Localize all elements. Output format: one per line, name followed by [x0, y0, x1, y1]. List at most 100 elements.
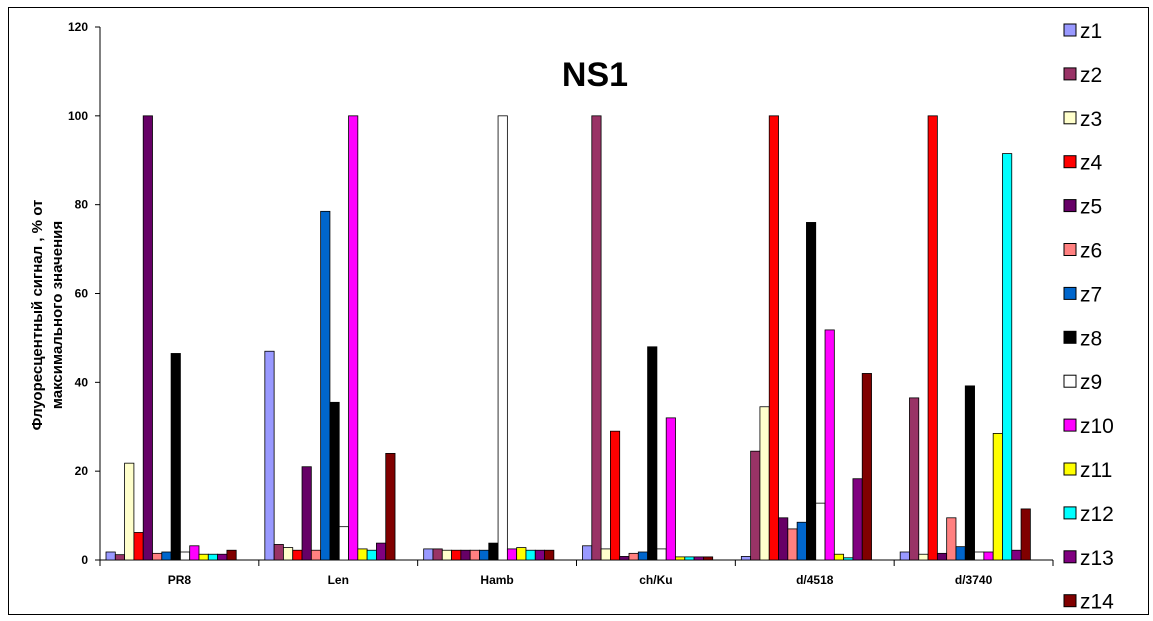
legend-swatch-z4 — [1063, 155, 1077, 169]
x-tick-label: ch/Ku — [639, 573, 672, 587]
x-tick-label: Len — [328, 573, 349, 587]
bar-z8-ch/Ku — [647, 346, 658, 561]
bar-z5-d/3740 — [936, 552, 948, 561]
bar-z3-d/4518 — [759, 406, 770, 561]
legend-swatch-z6 — [1063, 243, 1077, 256]
chart-title: NS1 — [562, 56, 628, 94]
legend-item-z5: z5 — [1063, 196, 1102, 219]
bar-z8-d/3740 — [964, 385, 975, 561]
bar-z12-PR8 — [207, 553, 219, 561]
legend-item-z14: z14 — [1063, 591, 1114, 614]
bar-z4-Hamb — [451, 549, 462, 561]
legend-swatch-z5 — [1063, 199, 1077, 213]
bar-z14-Hamb — [544, 549, 555, 561]
bar-z8-PR8 — [170, 353, 181, 561]
legend-swatch-z8 — [1063, 330, 1077, 344]
y-axis-label-line-2: максимального значения — [49, 221, 66, 409]
y-tick-label: 0 — [81, 553, 88, 567]
legend-item-z7: z7 — [1063, 283, 1102, 306]
bar-z1-d/4518 — [740, 556, 752, 561]
bar-z12-ch/Ku — [684, 556, 695, 561]
bar-z6-ch/Ku — [628, 552, 639, 561]
legend-swatch-z1 — [1063, 23, 1077, 37]
bar-z4-d/4518 — [768, 115, 779, 561]
legend-label-z4: z4 — [1080, 152, 1103, 175]
legend-swatch-z13 — [1063, 550, 1077, 564]
legend-item-z13: z13 — [1063, 547, 1114, 570]
bar-z13-Len — [376, 542, 387, 561]
bar-z11-Hamb — [516, 547, 527, 561]
legend-swatch-z7 — [1063, 286, 1077, 300]
legend-swatch-z10 — [1063, 418, 1077, 432]
bar-z2-Len — [273, 544, 284, 561]
bar-z10-d/3740 — [983, 551, 994, 561]
x-tick-label: PR8 — [168, 573, 192, 587]
bar-z3-d/3740 — [918, 553, 929, 561]
bar-z13-d/3740 — [1011, 549, 1022, 561]
legend-label-z6: z6 — [1080, 240, 1102, 263]
bar-z8-Len — [329, 401, 340, 561]
x-tick-label: Hamb — [480, 573, 513, 587]
legend-label-z9: z9 — [1080, 371, 1102, 394]
bar-z3-ch/Ku — [600, 548, 611, 561]
legend-label-z8: z8 — [1080, 327, 1102, 350]
legend-label-z13: z13 — [1080, 547, 1114, 570]
bar-z6-d/3740 — [946, 517, 957, 561]
legend-label-z5: z5 — [1080, 196, 1102, 219]
bar-z14-d/4518 — [861, 373, 872, 561]
bar-z2-d/4518 — [750, 450, 761, 561]
bar-z5-ch/Ku — [619, 556, 630, 561]
bar-z3-PR8 — [124, 462, 135, 561]
bar-z1-Hamb — [423, 548, 434, 561]
bar-z6-d/4518 — [787, 528, 798, 561]
legend-label-z1: z1 — [1080, 20, 1102, 43]
bar-z13-Hamb — [534, 549, 545, 561]
bar-z11-d/4518 — [833, 553, 845, 561]
bar-z7-Len — [320, 210, 331, 561]
legend-label-z11: z11 — [1080, 459, 1112, 482]
x-tick-label: d/4518 — [796, 573, 834, 587]
y-tick-label: 80 — [75, 198, 89, 212]
bar-z9-d/3740 — [974, 551, 985, 561]
bar-z4-PR8 — [133, 532, 144, 561]
bar-z1-ch/Ku — [582, 545, 593, 561]
bar-z12-d/4518 — [843, 557, 854, 561]
bar-z14-Len — [385, 452, 396, 561]
bar-z5-PR8 — [142, 115, 153, 561]
bar-z14-ch/Ku — [703, 556, 714, 561]
bar-z1-PR8 — [105, 551, 116, 561]
legend-item-z1: z1 — [1063, 20, 1102, 43]
bar-z2-Hamb — [432, 548, 443, 561]
legend-swatch-z3 — [1063, 111, 1077, 125]
legend-label-z7: z7 — [1080, 283, 1102, 306]
bar-z10-Len — [348, 115, 359, 561]
legend-item-z3: z3 — [1063, 108, 1102, 131]
bar-z13-d/4518 — [852, 478, 863, 561]
legend-item-z2: z2 — [1063, 64, 1102, 87]
bar-z7-PR8 — [161, 551, 172, 561]
legend-label-z3: z3 — [1080, 108, 1102, 131]
bar-z10-PR8 — [189, 545, 200, 561]
y-tick-label: 40 — [75, 375, 89, 389]
bar-z3-Len — [283, 547, 294, 561]
legend-item-z10: z10 — [1063, 415, 1114, 438]
chart-frame — [8, 7, 1149, 615]
bar-z9-ch/Ku — [656, 548, 667, 561]
legend-swatch-z12 — [1063, 506, 1077, 520]
bar-z9-Hamb — [497, 115, 508, 561]
bar-z6-Len — [310, 549, 322, 561]
legend-label-z12: z12 — [1080, 503, 1114, 526]
bar-z8-Hamb — [488, 542, 499, 561]
bar-z10-ch/Ku — [665, 417, 676, 561]
y-axis-label-line-1: Флуоресцентный сигнал , % от — [29, 200, 46, 431]
legend-item-z6: z6 — [1063, 240, 1102, 263]
bar-z11-PR8 — [198, 553, 209, 561]
bar-z5-Len — [301, 466, 312, 561]
legend-swatch-z2 — [1063, 67, 1077, 81]
bar-z2-ch/Ku — [591, 115, 602, 561]
bar-z12-Hamb — [525, 549, 536, 561]
bar-z6-PR8 — [152, 552, 163, 561]
y-tick-label: 120 — [68, 20, 88, 34]
bar-z2-d/3740 — [909, 397, 920, 561]
